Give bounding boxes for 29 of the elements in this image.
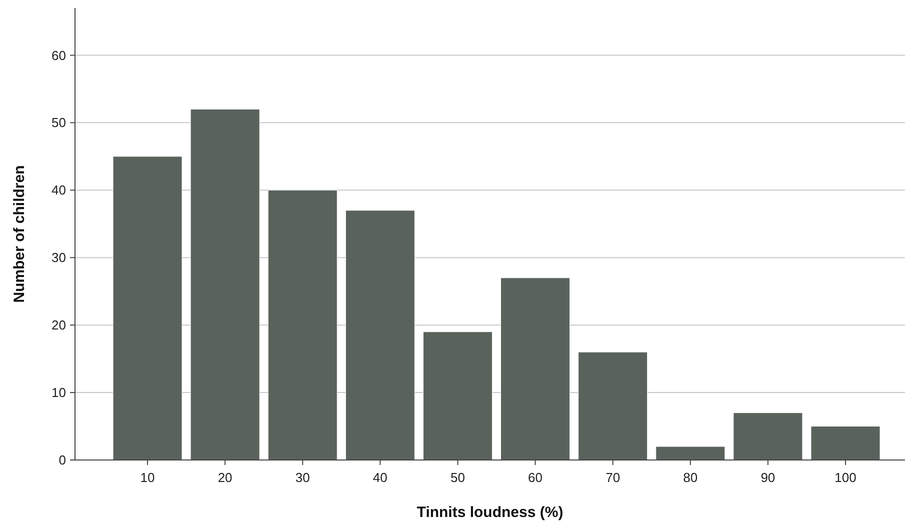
y-tick-label: 50: [52, 115, 66, 130]
x-axis-title: Tinnits loudness (%): [416, 504, 564, 521]
bar: [656, 446, 726, 460]
y-tick-label: 40: [52, 182, 66, 198]
bar: [190, 108, 260, 460]
y-tick-label: 0: [58, 452, 66, 468]
x-tick-label: 20: [218, 470, 232, 485]
x-tick-label: 10: [140, 470, 155, 485]
x-tick-label: 40: [372, 470, 388, 485]
bar: [500, 278, 570, 460]
y-tick-label: 60: [52, 48, 66, 63]
y-tick-label: 30: [52, 250, 66, 266]
x-tick-label: 50: [450, 470, 465, 485]
x-tick-label: 30: [295, 470, 310, 485]
y-tick-label: 20: [52, 318, 66, 333]
bar: [268, 190, 338, 460]
x-tick-label: 100: [834, 470, 856, 485]
x-tick-label: 80: [683, 470, 698, 485]
bar: [733, 412, 803, 460]
x-tick-label: 70: [606, 470, 620, 485]
x-tick-label: 60: [528, 470, 543, 485]
x-tick-label: 90: [760, 470, 776, 485]
bar: [810, 426, 880, 460]
bar: [422, 332, 492, 460]
bar: [345, 210, 415, 460]
y-tick-label: 10: [52, 385, 66, 400]
y-axis-title: Number of children: [11, 165, 28, 303]
bar: [578, 352, 648, 460]
bar: [112, 156, 182, 460]
